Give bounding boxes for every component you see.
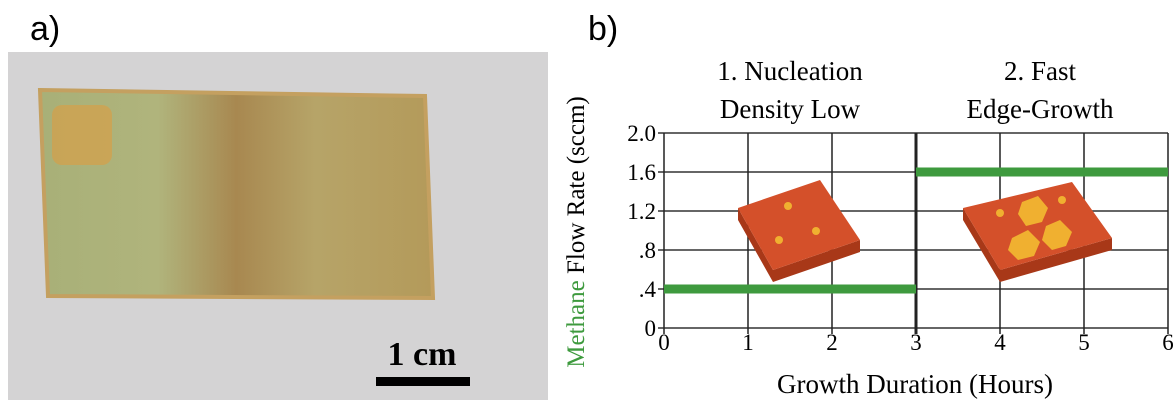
x-axis-title: Growth Duration (Hours) xyxy=(777,369,1053,399)
x-tick-label: 4 xyxy=(994,330,1006,355)
x-tick-label: 6 xyxy=(1162,330,1173,355)
y-axis-title-highlight: Methane xyxy=(563,280,590,367)
foil-sample xyxy=(37,87,436,301)
foil-spot xyxy=(52,105,112,165)
y-axis-title-rest: Flow Rate (sccm) xyxy=(563,96,590,274)
x-tick-label: 5 xyxy=(1078,330,1090,355)
tile-illustration xyxy=(963,182,1112,282)
x-tick-label: 1 xyxy=(742,330,754,355)
y-tick-label: .4 xyxy=(639,277,657,302)
y-axis-title: Methane Flow Rate (sccm) xyxy=(563,96,590,367)
annotation: 1. Nucleation xyxy=(717,56,863,86)
annotation: 2. Fast xyxy=(1004,56,1077,86)
x-tick-label: 3 xyxy=(910,330,922,355)
y-tick-label: 1.6 xyxy=(627,160,656,185)
scale-bar-label: 1 cm xyxy=(388,336,457,373)
x-tick-label: 0 xyxy=(658,330,670,355)
annotation: Edge-Growth xyxy=(967,94,1114,124)
x-tick-label: 2 xyxy=(826,330,838,355)
annotation: Density Low xyxy=(720,94,861,124)
panel-label: b) xyxy=(588,10,618,48)
tile-illustration xyxy=(738,180,860,282)
y-tick-label: 2.0 xyxy=(627,121,656,146)
y-tick-label: 1.2 xyxy=(627,199,656,224)
y-tick-label: .8 xyxy=(639,238,656,263)
scale-bar xyxy=(376,377,470,386)
y-tick-label: 0 xyxy=(645,316,657,341)
panel-label: a) xyxy=(30,10,60,48)
